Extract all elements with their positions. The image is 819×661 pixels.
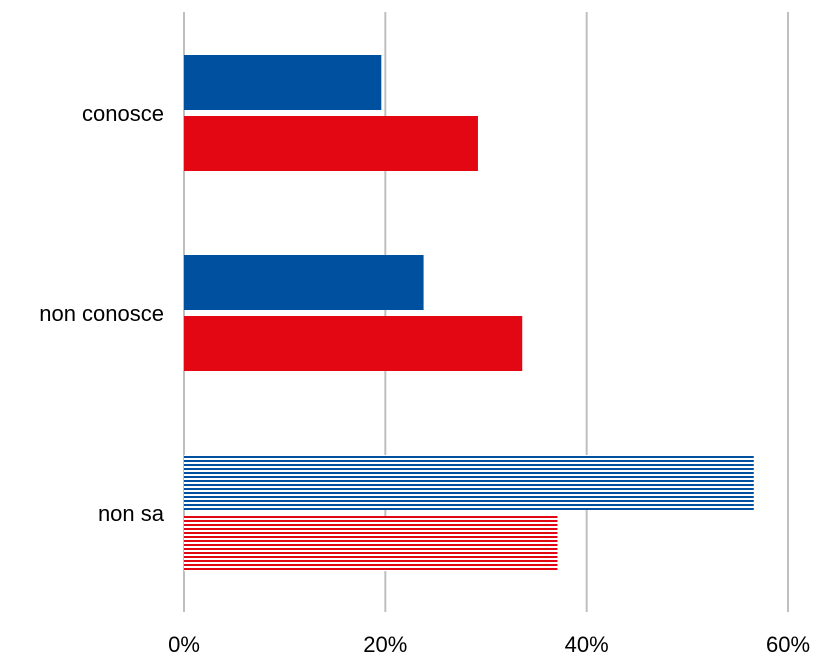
x-tick-label: 40% — [565, 632, 609, 657]
label-layer: 0% 20% 40% 60% conosce non conosce non sa — [39, 101, 810, 657]
x-tick-label: 60% — [766, 632, 810, 657]
bar-layer — [184, 55, 754, 571]
category-label: conosce — [82, 101, 164, 126]
bar — [184, 316, 523, 371]
bar — [184, 255, 424, 310]
grid-layer — [183, 12, 789, 612]
bar — [184, 516, 558, 571]
x-tick-label: 0% — [168, 632, 200, 657]
category-label: non conosce — [39, 301, 164, 326]
bar — [184, 455, 754, 510]
bar — [184, 116, 478, 171]
category-label: non sa — [98, 501, 165, 526]
bar — [184, 55, 382, 110]
x-tick-label: 20% — [363, 632, 407, 657]
